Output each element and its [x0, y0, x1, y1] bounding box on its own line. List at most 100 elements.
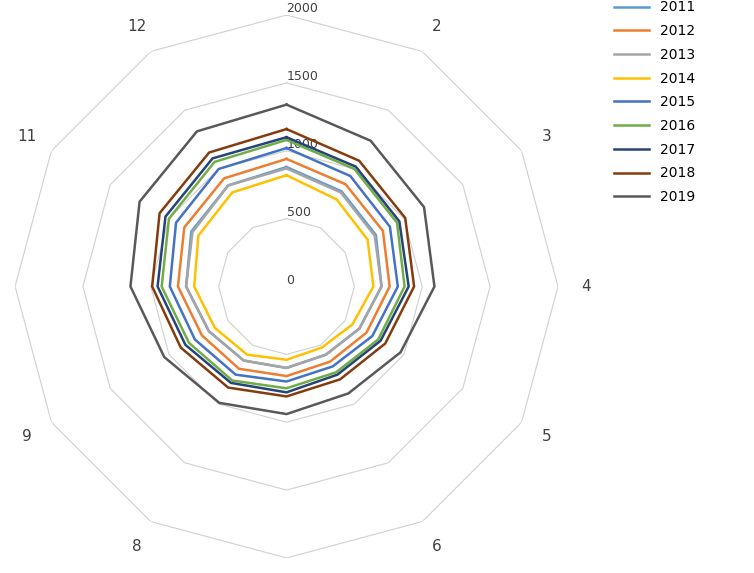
2015 — [282, 378, 291, 385]
2015 — [214, 166, 223, 172]
2018 — [282, 125, 291, 132]
2018 — [282, 393, 291, 400]
2013 — [282, 165, 291, 172]
2013 — [282, 165, 291, 172]
2012 — [362, 329, 371, 336]
Line: 2017: 2017 — [158, 137, 409, 393]
2011 — [371, 231, 380, 238]
2017 — [282, 134, 291, 140]
2015 — [394, 283, 403, 290]
2015 — [165, 283, 174, 290]
2016 — [282, 136, 291, 143]
2018 — [400, 214, 409, 221]
2016 — [282, 136, 291, 143]
2011 — [182, 283, 191, 290]
2014 — [317, 344, 326, 351]
2019 — [430, 283, 439, 290]
2016 — [210, 159, 219, 166]
2014 — [333, 196, 342, 203]
2011 — [321, 351, 330, 358]
2012 — [198, 332, 207, 339]
2016 — [157, 283, 166, 290]
2015 — [231, 371, 240, 378]
2019 — [126, 283, 135, 290]
2012 — [234, 366, 244, 372]
2017 — [333, 371, 342, 378]
2011 — [282, 164, 291, 171]
Line: 2011: 2011 — [186, 167, 382, 368]
2019 — [366, 138, 375, 144]
2013 — [282, 364, 291, 371]
Line: 2012: 2012 — [178, 159, 390, 376]
2012 — [326, 358, 335, 365]
2018 — [282, 125, 291, 132]
2018 — [155, 210, 164, 217]
2012 — [173, 283, 182, 290]
Line: 2014: 2014 — [195, 175, 373, 360]
2019 — [282, 101, 291, 108]
2019 — [215, 399, 224, 406]
Line: 2019: 2019 — [130, 105, 434, 414]
2012 — [179, 224, 188, 231]
2018 — [176, 344, 185, 351]
2015 — [190, 336, 199, 343]
2017 — [153, 283, 162, 290]
2015 — [368, 332, 377, 339]
2014 — [210, 324, 219, 331]
2014 — [282, 356, 291, 363]
2016 — [400, 283, 409, 290]
2014 — [348, 321, 357, 328]
2014 — [363, 236, 372, 243]
2012 — [379, 227, 388, 234]
2019 — [282, 101, 291, 108]
2019 — [282, 411, 291, 418]
Line: 2018: 2018 — [152, 129, 414, 397]
2014 — [282, 172, 291, 179]
2017 — [404, 283, 413, 290]
2018 — [409, 283, 418, 290]
2018 — [354, 158, 363, 164]
2018 — [204, 149, 213, 156]
Legend: 2011, 2012, 2013, 2014, 2015, 2016, 2017, 2018, 2019: 2011, 2012, 2013, 2014, 2015, 2016, 2017… — [608, 0, 700, 210]
2019 — [192, 128, 201, 135]
2013 — [182, 283, 191, 290]
Line: 2015: 2015 — [170, 148, 398, 382]
2015 — [282, 144, 291, 151]
2017 — [208, 155, 217, 162]
2019 — [135, 198, 144, 205]
2016 — [282, 385, 291, 392]
2011 — [187, 228, 196, 235]
2014 — [369, 283, 378, 290]
2019 — [396, 349, 405, 356]
2018 — [381, 340, 390, 347]
2014 — [282, 172, 291, 179]
2014 — [190, 283, 199, 290]
2016 — [374, 336, 383, 343]
2012 — [385, 283, 394, 290]
2012 — [282, 155, 291, 162]
2014 — [228, 189, 237, 196]
Line: 2016: 2016 — [161, 140, 405, 388]
2014 — [194, 232, 203, 239]
2012 — [282, 155, 291, 162]
2013 — [377, 283, 386, 290]
2015 — [171, 219, 180, 226]
2017 — [161, 213, 170, 220]
2015 — [385, 223, 394, 230]
2016 — [164, 215, 173, 222]
2011 — [282, 364, 291, 371]
2014 — [243, 351, 252, 358]
Line: 2013: 2013 — [186, 168, 382, 368]
2011 — [377, 283, 386, 290]
2011 — [282, 164, 291, 171]
2017 — [181, 342, 190, 348]
2011 — [224, 182, 233, 189]
2016 — [393, 219, 402, 226]
2017 — [282, 134, 291, 140]
2019 — [344, 390, 353, 397]
2012 — [282, 372, 291, 379]
2015 — [346, 172, 355, 179]
2013 — [239, 357, 248, 364]
2018 — [336, 376, 345, 383]
2013 — [188, 229, 197, 236]
